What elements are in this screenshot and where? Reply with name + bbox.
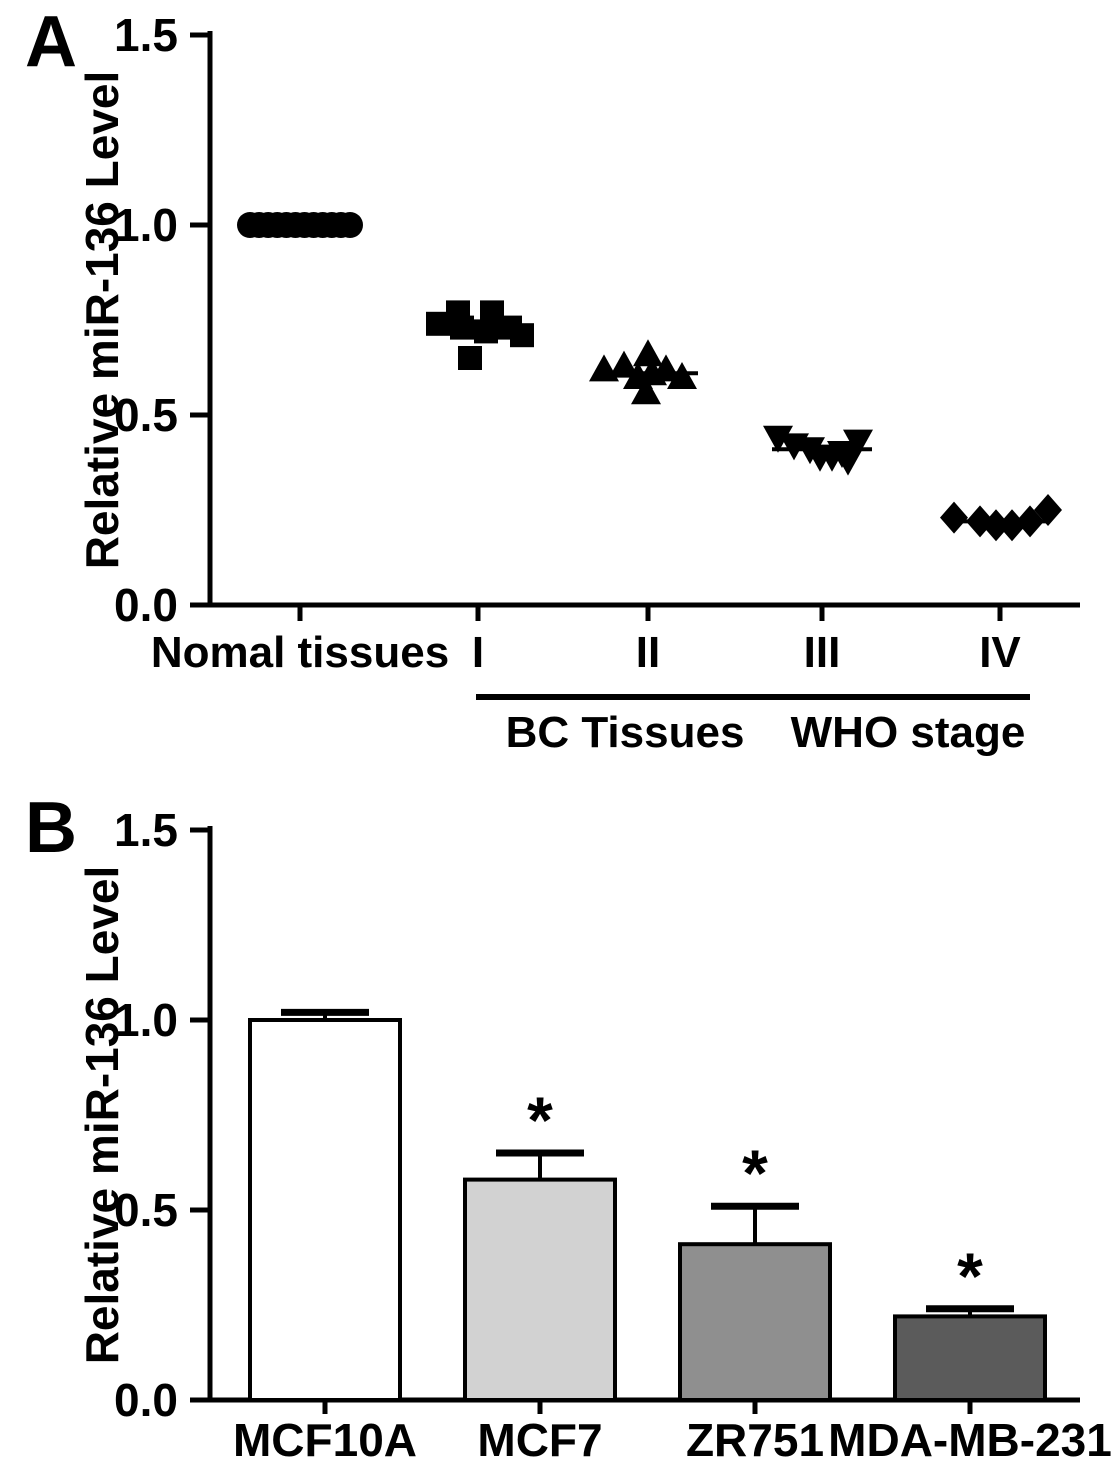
- y-tick-label: 1.5: [114, 804, 178, 856]
- data-point-diamond: [982, 509, 1010, 542]
- y-tick-label: 0.5: [114, 1184, 178, 1236]
- data-point-triangle-up: [589, 354, 619, 382]
- x-category-label: I: [472, 628, 484, 677]
- bar-mda-mb-231: [893, 1314, 1047, 1403]
- data-point-diamond: [1016, 505, 1044, 538]
- x-category-label: MCF7: [477, 1414, 602, 1466]
- data-point-triangle-up: [631, 377, 661, 405]
- significance-star: *: [957, 1239, 983, 1313]
- x-category-label: ZR751: [686, 1414, 824, 1466]
- data-point-circle: [337, 212, 363, 238]
- data-point-triangle-up: [633, 339, 663, 367]
- data-point-triangle-up: [609, 350, 639, 378]
- y-tick-label: 0.5: [114, 389, 178, 441]
- x-category-label: II: [636, 628, 660, 677]
- data-point-triangle-down: [763, 425, 793, 453]
- y-tick-label: 0.0: [114, 579, 178, 631]
- y-tick-label: 1.0: [114, 994, 178, 1046]
- x-category-label: MDA-MB-231: [828, 1414, 1112, 1466]
- data-point-triangle-up: [667, 362, 697, 389]
- y-tick-label: 1.0: [114, 199, 178, 251]
- y-axis-title: Relative miR-136 Level: [76, 71, 128, 570]
- panel-a-label: A: [25, 2, 77, 82]
- significance-star: *: [527, 1083, 553, 1157]
- data-point-triangle-down: [833, 448, 863, 476]
- bar-mcf10a: [248, 1018, 402, 1402]
- x-category-label: IV: [979, 628, 1021, 677]
- data-point-square: [474, 319, 498, 344]
- panel-a-scatter-chart: 0.0 0.5 1.0 1.5 Relative miR-136 Level Nomal …: [76, 9, 1080, 757]
- y-tick-label: 0.0: [114, 1374, 178, 1426]
- data-point-square: [510, 323, 534, 348]
- bar-zr751: [678, 1242, 832, 1403]
- data-point-square: [426, 311, 450, 336]
- data-point-diamond: [998, 509, 1026, 542]
- y-tick-label: 1.5: [114, 9, 178, 61]
- data-point-diamond: [940, 501, 968, 534]
- panel-b-label: B: [25, 788, 77, 868]
- x-category-label: III: [804, 628, 841, 677]
- data-point-square: [458, 346, 482, 370]
- data-point-square: [450, 315, 474, 340]
- panel-b-bar-chart: 0.0 0.5 1.0 1.5 Relative miR-136 Level MCF10A…: [76, 804, 1112, 1466]
- y-axis-title: Relative miR-136 Level: [76, 866, 128, 1365]
- x-category-label: Nomal tissues: [151, 628, 449, 677]
- annotation-bc-tissues: BC Tissues: [506, 708, 745, 757]
- annotation-who-stage: WHO stage: [791, 708, 1026, 757]
- data-point-triangle-down: [843, 429, 873, 457]
- bar-mcf7: [463, 1177, 617, 1402]
- significance-star: *: [742, 1136, 768, 1210]
- x-category-label: MCF10A: [233, 1414, 417, 1466]
